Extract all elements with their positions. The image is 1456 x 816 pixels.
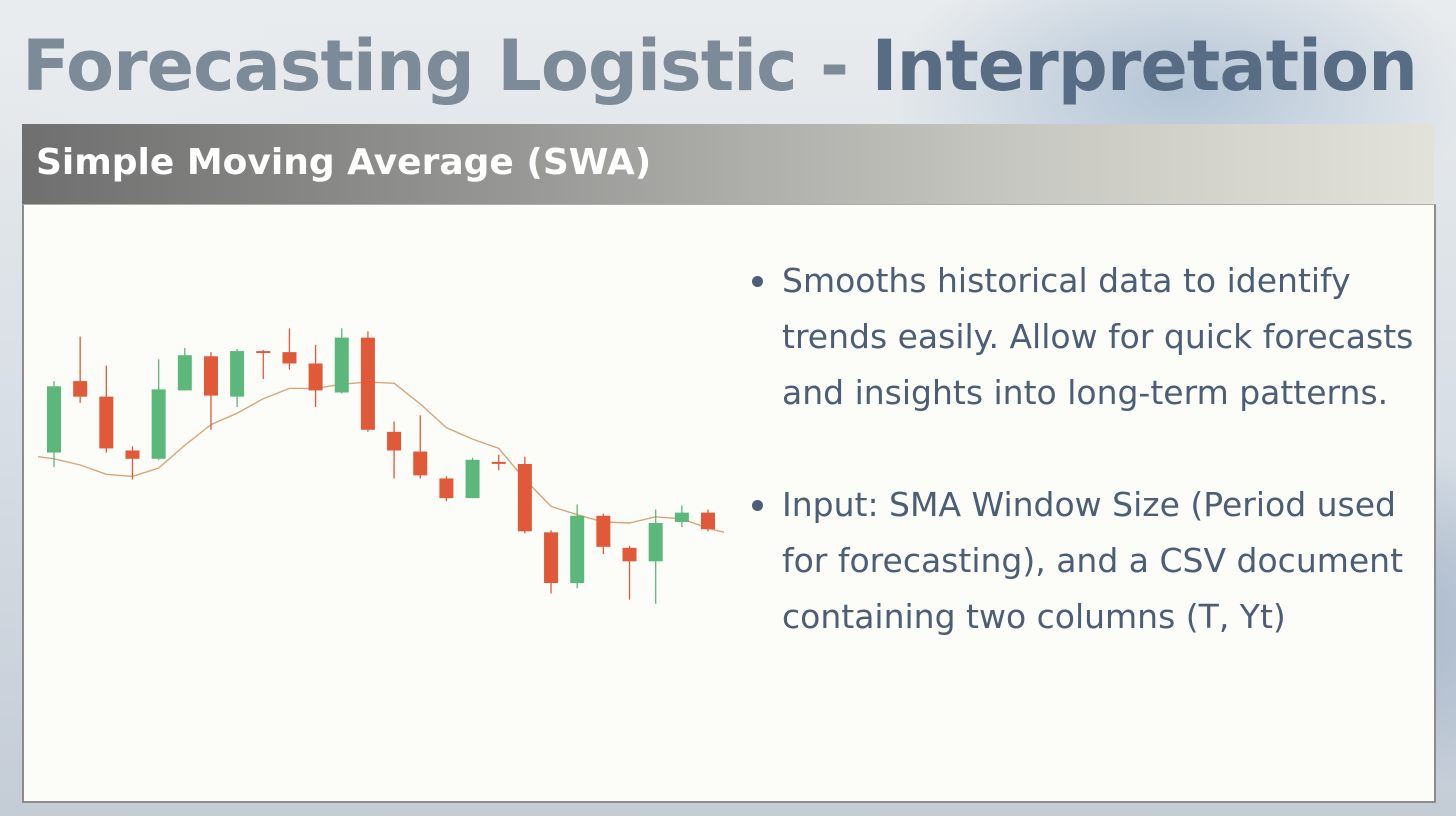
section-header-bar: Simple Moving Average (SWA) (22, 124, 1434, 204)
candle-down (203, 356, 218, 396)
candle-down (544, 532, 559, 584)
candle-down (256, 351, 271, 354)
bullet-list: Smooths historical data to identify tren… (752, 253, 1432, 645)
candle-down (413, 451, 428, 476)
candle-down (491, 461, 506, 464)
bullet-text: Smooths historical data to identify tren… (782, 261, 1414, 412)
candle-up (151, 389, 166, 459)
candle-up (47, 386, 61, 453)
candle-down (387, 431, 402, 451)
candle-down (99, 396, 114, 449)
candle-up (648, 523, 663, 562)
sma-line (37, 381, 725, 533)
bullet-dot-icon (752, 500, 763, 511)
bullet-item: Input: SMA Window Size (Period used for … (752, 477, 1432, 645)
candle-up (230, 351, 245, 397)
candle-up (177, 355, 192, 391)
candle-down (517, 463, 532, 532)
bullet-item: Smooths historical data to identify tren… (752, 253, 1432, 421)
candle-down (596, 515, 611, 547)
candle-down (282, 352, 297, 364)
candle-up (465, 459, 480, 499)
candle-down (125, 450, 140, 459)
candle-down (308, 363, 323, 391)
title-separator: - (796, 25, 872, 107)
candle-down (360, 337, 375, 430)
candlestick-chart (37, 328, 725, 604)
content-panel: Smooths historical data to identify tren… (22, 204, 1436, 803)
bullet-text: Input: SMA Window Size (Period used for … (782, 485, 1404, 636)
candle-down (701, 512, 715, 530)
candle-up (674, 512, 689, 522)
title-main: Forecasting Logistic (22, 25, 798, 107)
title-highlight: Interpretation (871, 25, 1418, 107)
candle-up (570, 515, 585, 584)
candle-down (439, 478, 454, 499)
candle-down (73, 381, 88, 397)
candle-down (622, 547, 637, 562)
bullet-dot-icon (752, 276, 763, 287)
section-title: Simple Moving Average (SWA) (36, 142, 652, 183)
slide-title: Forecasting Logistic - Interpretation (22, 18, 1418, 114)
candle-up (334, 337, 349, 393)
